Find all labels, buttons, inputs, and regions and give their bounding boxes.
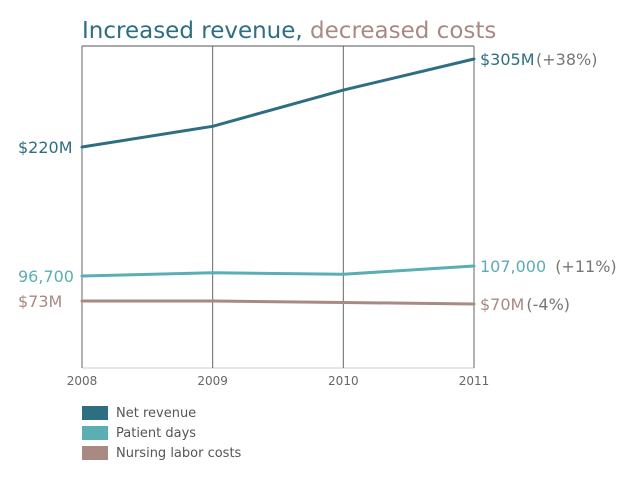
end-label-2: $70M [480, 295, 524, 314]
legend-swatch [82, 426, 108, 440]
end-label-0: $305M [480, 50, 535, 69]
x-tick-label-2011: 2011 [459, 374, 490, 388]
legend-label: Nursing labor costs [116, 445, 242, 461]
chart-title-part2: decreased costs [310, 18, 497, 44]
chart-title: Increased revenue, decreased costs [82, 18, 496, 44]
legend-item-patient-days: Patient days [82, 423, 241, 443]
start-label-0: $220M [18, 138, 73, 157]
x-tick-label-2008: 2008 [67, 374, 98, 388]
line-chart: 2008 2009 2010 2011 $220M $305M (+38%) 96,700 10… [18, 45, 617, 388]
start-label-2: $73M [18, 292, 62, 311]
legend-item-nursing-labor-costs: Nursing labor costs [82, 443, 241, 463]
legend-label: Patient days [116, 425, 197, 441]
legend-swatch [82, 446, 108, 460]
start-label-1: 96,700 [18, 267, 74, 286]
legend-label: Net revenue [116, 405, 197, 421]
end-change-0: (+38%) [536, 50, 597, 69]
end-change-2: (-4%) [526, 295, 570, 314]
chart-title-part1: Increased revenue, [82, 18, 303, 44]
x-tick-label-2010: 2010 [328, 374, 359, 388]
legend-swatch [82, 406, 108, 420]
end-change-1: (+11%) [555, 257, 616, 276]
series-line-net-revenue [80, 57, 476, 149]
x-tick-label-2009: 2009 [197, 374, 228, 388]
series-line-patient-days [80, 264, 476, 278]
chart-legend: Net revenue Patient days Nursing labor cos… [82, 403, 241, 463]
series-line-nursing-labor-costs [80, 299, 476, 306]
legend-item-net-revenue: Net revenue [82, 403, 241, 423]
end-label-1: 107,000 [480, 257, 546, 276]
